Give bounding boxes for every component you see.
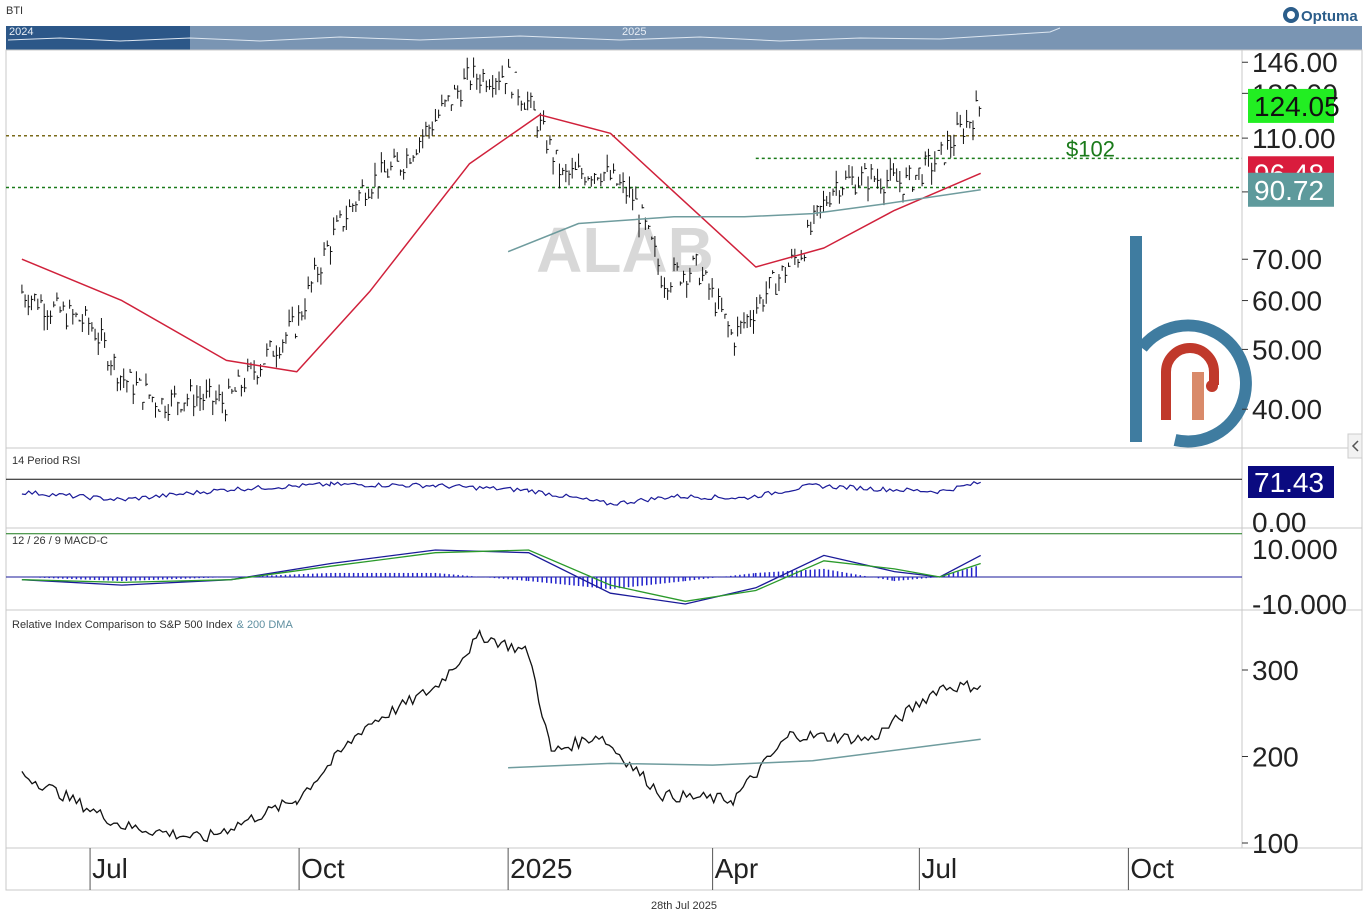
price-bars <box>21 57 982 422</box>
price-tick-label: 40.00 <box>1252 394 1322 425</box>
ma-long-tag <box>1248 172 1334 207</box>
rsi-tag-text: 71.43 <box>1254 467 1324 498</box>
nav-year-2024: 2024 <box>9 26 33 38</box>
relative-panel <box>21 628 982 843</box>
price-tick-label: 70.00 <box>1252 244 1322 275</box>
macd-histogram <box>25 566 977 590</box>
brand-logo <box>1130 236 1252 448</box>
date-navigator[interactable]: 2024 2025 <box>6 26 1362 50</box>
nav-year-2025: 2025 <box>622 26 646 38</box>
relative-tick-label: 100 <box>1252 828 1299 859</box>
collapse-arrow-icon[interactable] <box>1347 433 1363 459</box>
symbol-label: BTI <box>6 5 23 17</box>
rsi-tick-label: 0.00 <box>1252 507 1307 538</box>
relative-dma-line <box>508 738 981 769</box>
macd-title: 12 / 26 / 9 MACD-C <box>12 535 108 547</box>
macd-tick-label: 10.000 <box>1252 534 1338 565</box>
macd-tick-label: -10.000 <box>1252 589 1347 620</box>
panel-frames <box>5 49 1363 891</box>
x-tick-label: 2025 <box>510 853 572 884</box>
last-price-tag-text: 124.05 <box>1254 91 1340 122</box>
x-tick-label: Jul <box>921 853 957 884</box>
price-tick-label: 60.00 <box>1252 286 1322 317</box>
x-tick-label: Oct <box>1130 853 1174 884</box>
macd-panel <box>6 549 1242 605</box>
rsi-tag <box>1248 466 1334 498</box>
watermark: ALAB <box>536 214 714 286</box>
level-label-1: $102 <box>1066 136 1115 161</box>
footer-date: 28th Jul 2025 <box>651 900 717 912</box>
rsi-panel <box>6 478 1242 535</box>
price-tick-label: 110.00 <box>1252 123 1336 154</box>
optuma-logo: Optuma <box>1283 7 1358 25</box>
brand-name: Optuma <box>1301 8 1358 25</box>
relative-title: Relative Index Comparison to S&P 500 Ind… <box>12 619 293 631</box>
x-tick-label: Jul <box>92 853 128 884</box>
x-tick-label: Oct <box>301 853 345 884</box>
ma-long-line <box>507 189 981 253</box>
ma-long-tag-text: 90.72 <box>1254 175 1324 206</box>
last-price-tag <box>1248 88 1334 123</box>
price-tick-label: 50.00 <box>1252 334 1322 365</box>
price-tick-label: 146.00 <box>1252 47 1338 78</box>
macd-signal-line <box>21 549 981 602</box>
x-tick-label: Apr <box>715 853 759 884</box>
rsi-title: 14 Period RSI <box>12 455 80 467</box>
relative-line <box>21 628 982 843</box>
relative-tick-label: 200 <box>1252 742 1299 773</box>
relative-tick-label: 300 <box>1252 655 1299 686</box>
price-panel: $102 <box>6 57 1242 422</box>
axes: 146.00130.00110.0090.0070.0060.0050.0040… <box>89 47 1347 890</box>
rsi-line <box>21 480 981 506</box>
ma-short-line <box>21 114 981 373</box>
